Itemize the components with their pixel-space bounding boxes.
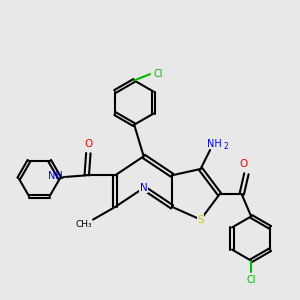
Text: Cl: Cl — [246, 274, 256, 285]
Text: NH: NH — [48, 171, 62, 181]
Text: 2: 2 — [224, 142, 228, 151]
Text: O: O — [84, 139, 92, 149]
Text: NH: NH — [207, 139, 222, 149]
Text: N: N — [140, 183, 148, 193]
Text: CH₃: CH₃ — [75, 220, 92, 229]
Text: Cl: Cl — [153, 69, 163, 79]
Text: S: S — [197, 214, 204, 225]
Text: O: O — [239, 159, 248, 169]
